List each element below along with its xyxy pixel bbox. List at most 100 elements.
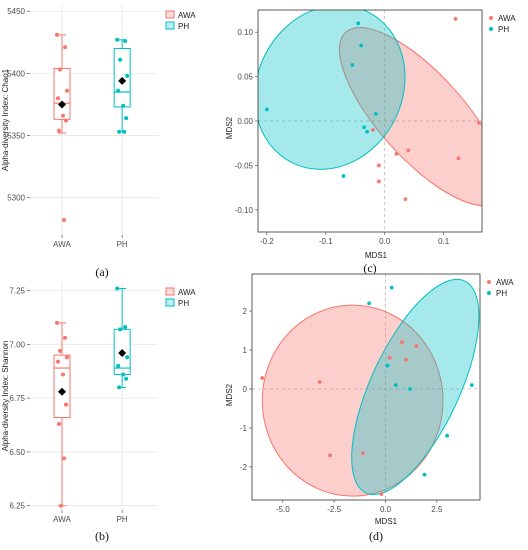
plot-content bbox=[252, 274, 480, 500]
x-tick-label: -0.2 bbox=[260, 237, 274, 246]
x-tick-label: AWA bbox=[53, 240, 71, 249]
y-tick-label: 0.05 bbox=[237, 73, 253, 82]
y-tick-label: 0 bbox=[243, 385, 248, 394]
legend-key bbox=[165, 21, 175, 30]
data-point bbox=[317, 380, 322, 384]
legend-label: PH bbox=[178, 299, 189, 308]
plot-marks bbox=[53, 32, 131, 223]
x-tick-label: -0.1 bbox=[319, 237, 333, 246]
data-point bbox=[57, 128, 61, 133]
y-tick-label: 5400 bbox=[7, 69, 25, 78]
data-point bbox=[453, 16, 458, 21]
data-point bbox=[65, 355, 69, 360]
legend: AWA PH bbox=[489, 14, 516, 34]
data-point bbox=[379, 492, 384, 497]
data-point bbox=[56, 96, 60, 101]
y-tick-label: 5350 bbox=[7, 132, 25, 141]
panel-b-boxplot-shannon: 6.25 6.50 6.75 7.00 7.25 AWA PH Alpha-diversit… bbox=[1, 282, 196, 543]
data-point bbox=[57, 421, 61, 426]
y-tick-label: 7.25 bbox=[9, 287, 25, 296]
data-point bbox=[63, 45, 67, 50]
data-point bbox=[63, 335, 67, 340]
data-point bbox=[123, 325, 128, 330]
data-point bbox=[373, 111, 378, 116]
data-point bbox=[124, 376, 129, 381]
y-tick-label: 6.50 bbox=[9, 448, 25, 457]
x-tick-label: 2.5 bbox=[431, 505, 443, 514]
data-point bbox=[118, 57, 123, 62]
legend-label: PH bbox=[178, 22, 189, 31]
data-point bbox=[118, 327, 123, 332]
data-point bbox=[264, 107, 269, 112]
data-point bbox=[59, 503, 63, 508]
x-tick-label: -5.0 bbox=[276, 505, 290, 514]
plot-content bbox=[258, 10, 482, 232]
data-point bbox=[387, 355, 392, 360]
x-tick-label: AWA bbox=[53, 515, 71, 524]
mean-marker bbox=[118, 76, 127, 85]
data-point bbox=[117, 129, 122, 134]
legend: AWA PH bbox=[165, 287, 196, 308]
data-point bbox=[260, 376, 265, 380]
y-tick-label: 6.75 bbox=[9, 394, 25, 403]
panel-caption: (b) bbox=[95, 529, 109, 543]
data-point bbox=[456, 156, 461, 161]
data-point bbox=[115, 37, 120, 42]
panel-caption: (a) bbox=[95, 265, 108, 279]
data-point bbox=[61, 113, 65, 118]
data-point bbox=[65, 88, 69, 93]
data-point bbox=[350, 63, 355, 67]
data-point bbox=[124, 116, 129, 121]
x-tick-label: 0.0 bbox=[379, 237, 391, 246]
box-awa bbox=[53, 354, 71, 419]
x-tick-label: PH bbox=[117, 515, 128, 524]
data-point bbox=[394, 151, 399, 156]
y-axis-title: MDS2 bbox=[225, 383, 234, 406]
data-point bbox=[64, 118, 68, 123]
plot-area bbox=[30, 282, 158, 510]
legend-key bbox=[165, 298, 175, 307]
legend-label: AWA bbox=[496, 278, 514, 287]
mean-marker bbox=[118, 348, 127, 357]
legend-label: AWA bbox=[178, 11, 196, 20]
axes: -5.0 -2.5 0.0 2.5 -2 -1 0 1 2 bbox=[240, 273, 481, 514]
y-axis-title: Alpha-diversity Index: Chao1 bbox=[1, 68, 10, 171]
legend-key bbox=[487, 280, 491, 284]
data-point bbox=[445, 433, 450, 438]
legend-label: PH bbox=[496, 289, 507, 298]
plot-marks bbox=[53, 286, 131, 508]
data-point bbox=[408, 387, 413, 391]
legend-key bbox=[489, 27, 493, 31]
data-point bbox=[62, 456, 66, 461]
panel-d-mds-scatter: -5.0 -2.5 0.0 2.5 -2 -1 0 1 2 MDS1 MDS2 AWA PH (d… bbox=[225, 273, 514, 543]
data-point bbox=[385, 363, 390, 368]
data-point bbox=[389, 285, 394, 290]
axes: -0.2 -0.1 0.0 0.1 -0.10 -0.05 0.00 0.05 0.10 bbox=[235, 9, 483, 246]
data-point bbox=[400, 340, 404, 345]
y-tick-label: 1 bbox=[243, 346, 248, 355]
data-point bbox=[371, 127, 375, 132]
axes: 6.25 6.50 6.75 7.00 7.25 AWA PH bbox=[9, 287, 128, 524]
legend-key bbox=[489, 16, 493, 20]
data-point bbox=[115, 286, 120, 291]
y-tick-label: 6.25 bbox=[9, 502, 25, 511]
y-tick-label: 0.00 bbox=[237, 117, 253, 126]
mean-marker bbox=[58, 387, 66, 396]
box-awa bbox=[53, 67, 71, 120]
y-tick-label: 5300 bbox=[7, 194, 25, 203]
legend-key bbox=[165, 287, 175, 296]
y-tick-label: -0.05 bbox=[235, 161, 254, 170]
y-tick-label: -2 bbox=[240, 463, 248, 472]
axes: 5300 5350 5400 5450 AWA PH bbox=[7, 7, 128, 249]
data-point bbox=[122, 129, 127, 134]
data-point bbox=[116, 88, 121, 93]
y-tick-label: -0.10 bbox=[235, 206, 254, 215]
data-point bbox=[362, 125, 367, 130]
data-point bbox=[404, 357, 408, 362]
panel-caption: (d) bbox=[369, 529, 383, 543]
y-axis-title: MDS2 bbox=[225, 116, 234, 139]
x-tick-label: 0.1 bbox=[438, 237, 450, 246]
legend-key bbox=[487, 291, 491, 295]
x-tick-label: -2.5 bbox=[327, 505, 341, 514]
